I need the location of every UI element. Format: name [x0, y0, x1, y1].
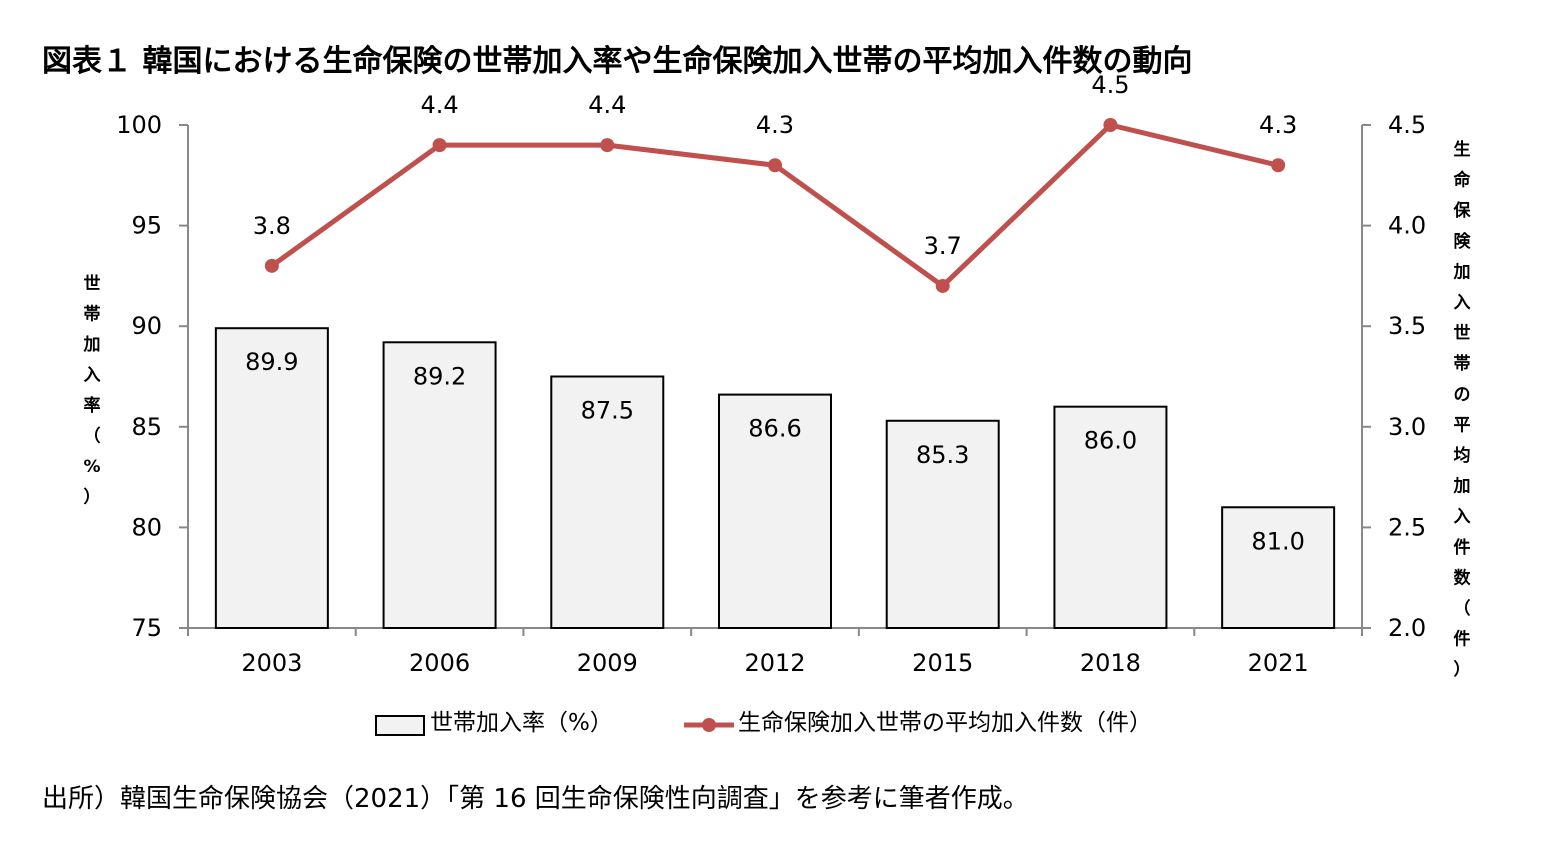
- y-left-tick-label: 85: [131, 413, 162, 441]
- legend-bar-label: 世帯加入率（%）: [430, 710, 613, 736]
- axis-title-char: 率: [84, 395, 101, 416]
- axis-title-char: 数: [1454, 567, 1472, 588]
- axis-title-char: 加: [1453, 262, 1471, 282]
- source-note: 出所）韓国生命保険協会（2021）「第 16 回生命保険性向調査」を参考に筆者作…: [42, 784, 1029, 814]
- line-value-label: 4.4: [420, 91, 458, 119]
- axis-title-char: 生: [1454, 139, 1471, 160]
- line-value-label: 3.7: [924, 232, 962, 260]
- bar-value-label: 89.9: [245, 348, 298, 376]
- line-point: [1271, 158, 1286, 173]
- axis-title-char: 険: [1454, 231, 1472, 252]
- axis-title-char: ）: [1454, 659, 1471, 680]
- x-tick-label: 2018: [1080, 649, 1141, 677]
- axis-title-char: （: [1454, 598, 1471, 619]
- line-value-label: 3.8: [253, 212, 291, 240]
- y-left-axis-title: 世帯加入率 （% ）: [83, 274, 101, 508]
- axis-title-char: 件: [1454, 537, 1471, 558]
- axis-title-char: 命: [1453, 170, 1472, 191]
- chart-title: 図表１ 韓国における生命保険の世帯加入率や生命保険加入世帯の平均加入件数の動向: [42, 44, 1193, 79]
- bar-value-label: 85.3: [916, 441, 969, 469]
- x-tick-label: 2009: [577, 649, 638, 677]
- x-tick-label: 2015: [912, 649, 973, 677]
- line-value-label: 4.3: [756, 111, 794, 139]
- axis-title-text: 世帯加入率 （% ）: [83, 274, 101, 508]
- axis-title-char: 帯: [1454, 353, 1471, 374]
- data-labels-group: 89.9 89.2 87.5 86.6 85.3 86.0 81.0 3.8 4.4 4.4 4.3…: [245, 71, 1305, 555]
- x-tick-label: 2021: [1248, 649, 1309, 677]
- y-right-tick-label: 4.0: [1388, 212, 1426, 240]
- line-series-path: [270, 122, 1279, 289]
- bar: [1221, 506, 1336, 629]
- axis-title-text: 生命保険加入世帯の平均加入件数（件）: [1453, 139, 1472, 680]
- legend-bar-swatch: [375, 715, 425, 736]
- axis-title-char: 入: [84, 366, 101, 386]
- line-series-group: [264, 118, 1286, 293]
- y-right-tick-label: 4.5: [1388, 111, 1426, 139]
- axis-title-char: 加: [1453, 477, 1471, 497]
- bar: [214, 327, 329, 629]
- line-point: [935, 278, 950, 293]
- axis-title-char: 保: [1453, 200, 1472, 221]
- bar-value-label: 89.2: [413, 362, 466, 390]
- y-left-tick-label: 75: [131, 614, 162, 642]
- axis-title-char: 入: [1454, 293, 1471, 313]
- bar-value-label: 87.5: [581, 397, 634, 425]
- bar-series-group: [214, 327, 1336, 629]
- combo-chart: 75 80 85 90 95 100 2.0 2.5 3.0 3.5 4.0 4.5 2003 2006 2…: [83, 71, 1472, 736]
- y-left-tick-label: 80: [131, 513, 162, 541]
- y-right-tick-label: 3.0: [1388, 413, 1426, 441]
- axis-title-char: 加: [83, 335, 101, 355]
- axis-title-char: （: [84, 426, 101, 447]
- y-left-tick-label: 90: [131, 312, 162, 340]
- legend: 世帯加入率（%） 生命保険加入世帯の平均加入件数（件）: [375, 710, 1152, 736]
- y-right-tick-label: 3.5: [1388, 312, 1426, 340]
- bar-value-label: 86.0: [1084, 427, 1137, 455]
- x-tick-label: 2012: [744, 649, 805, 677]
- line-value-label: 4.5: [1091, 71, 1129, 99]
- y-left-tick-label: 100: [116, 111, 162, 139]
- y-right-tick-label: 2.0: [1388, 614, 1426, 642]
- axis-title-char: 世: [1454, 324, 1471, 344]
- bar: [718, 393, 832, 629]
- x-tick-label: 2003: [241, 649, 302, 677]
- bar: [1053, 405, 1168, 629]
- legend-line-label: 生命保険加入世帯の平均加入件数（件）: [738, 710, 1152, 736]
- line-point: [1103, 118, 1118, 132]
- bar: [885, 419, 1000, 629]
- line-point: [432, 138, 447, 153]
- line-value-label: 4.4: [588, 91, 626, 119]
- axis-title-char: 世: [84, 274, 101, 294]
- axis-title-char: 平: [1454, 415, 1471, 435]
- y-left-tick-label: 95: [131, 212, 162, 240]
- line-point: [264, 258, 279, 273]
- legend-line-marker: [702, 718, 716, 732]
- x-tick-label: 2006: [409, 649, 470, 677]
- axis-title-char: の: [1454, 385, 1471, 405]
- line-point: [768, 158, 782, 173]
- axis-title-char: 件: [1454, 629, 1471, 650]
- y-right-axis-title: 生命保険加入世帯の平均加入件数（件）: [1453, 139, 1472, 680]
- bar-value-label: 81.0: [1251, 527, 1304, 555]
- axis-title-char: 均: [1454, 445, 1471, 466]
- bar: [382, 341, 497, 629]
- bar: [550, 375, 665, 629]
- line-point: [600, 138, 615, 153]
- y-right-tick-label: 2.5: [1388, 513, 1426, 541]
- axis-title-char: %: [83, 457, 100, 477]
- line-value-label: 4.3: [1259, 111, 1297, 139]
- axis-title-char: 入: [1454, 507, 1471, 527]
- axis-title-char: ）: [84, 487, 101, 508]
- bar-value-label: 86.6: [748, 415, 801, 443]
- axis-title-char: 帯: [84, 304, 101, 325]
